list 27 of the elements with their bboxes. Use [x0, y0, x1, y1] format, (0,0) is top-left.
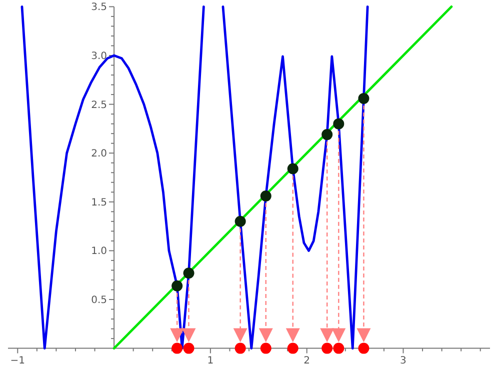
point — [322, 129, 333, 140]
y-tick-label: 0.5 — [91, 295, 108, 306]
y-tick-label: 3.5 — [91, 2, 108, 14]
y-tick-label: 1.5 — [91, 197, 108, 208]
point — [183, 342, 194, 354]
point — [234, 342, 246, 354]
point — [260, 342, 272, 354]
y-tick-label: 3.0 — [91, 51, 108, 62]
point — [172, 280, 183, 292]
x-tick-label: 3 — [400, 355, 406, 365]
point — [322, 342, 333, 354]
point — [333, 118, 344, 130]
point — [358, 342, 370, 354]
point — [234, 216, 246, 227]
y-tick-label: 2.0 — [91, 148, 108, 160]
point — [183, 268, 194, 279]
y-tick-label: 1.0 — [91, 246, 108, 258]
point — [287, 342, 298, 354]
y-tick-label: 2.5 — [91, 100, 108, 111]
point — [287, 163, 298, 174]
x-tick-label: 1 — [207, 355, 214, 365]
point — [333, 342, 344, 354]
point — [358, 92, 370, 104]
point — [260, 190, 272, 202]
x-tick-label: −1 — [10, 355, 26, 365]
x-tick-label: 2 — [304, 355, 310, 365]
point — [172, 342, 183, 354]
